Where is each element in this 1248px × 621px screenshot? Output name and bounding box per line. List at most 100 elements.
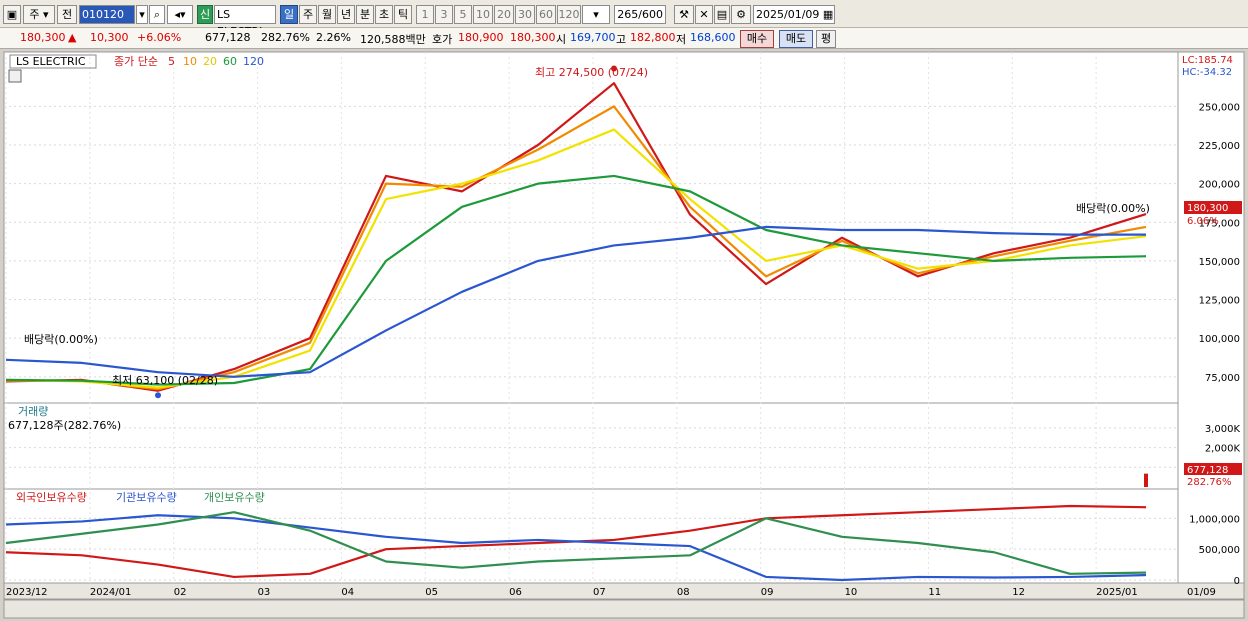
up-arrow: ▲ bbox=[68, 31, 77, 44]
min-20[interactable]: 20 bbox=[494, 5, 514, 24]
tab-year[interactable]: 년 bbox=[337, 5, 355, 24]
price-panel-bg bbox=[3, 51, 1179, 404]
search-icon[interactable]: ⌕ bbox=[149, 5, 165, 24]
hold-label-foreign: 외국인보유수량 bbox=[16, 491, 87, 504]
scrollbar[interactable] bbox=[3, 599, 1245, 619]
type-select[interactable]: 주 ▾ bbox=[23, 5, 55, 24]
speaker-icon[interactable]: ◂▾ bbox=[167, 5, 193, 24]
x-tick-label: 02 bbox=[174, 587, 187, 598]
hold-label-inst: 기관보유수량 bbox=[116, 491, 177, 504]
interval-select[interactable]: ▾ bbox=[582, 5, 610, 24]
min-30[interactable]: 30 bbox=[515, 5, 535, 24]
buy-button[interactable]: 매수 bbox=[740, 30, 774, 48]
volume-title: 거래량 bbox=[18, 405, 48, 418]
change-pct: +6.06% bbox=[137, 31, 182, 44]
code-text: 010120 bbox=[82, 8, 124, 21]
ma-60-label: 60 bbox=[223, 55, 237, 68]
min-10[interactable]: 10 bbox=[473, 5, 493, 24]
tab-day[interactable]: 일 bbox=[280, 5, 298, 24]
tab-minute[interactable]: 분 bbox=[356, 5, 374, 24]
volume-tick-label: 3,000K bbox=[1205, 424, 1241, 435]
credit-badge[interactable]: 신 bbox=[197, 5, 213, 24]
x-tick-label: 03 bbox=[258, 587, 271, 598]
volume-bars bbox=[1144, 473, 1148, 487]
min-5[interactable]: 5 bbox=[454, 5, 472, 24]
tab-tick[interactable]: 틱 bbox=[394, 5, 412, 24]
eval-button[interactable]: 평 bbox=[816, 30, 836, 48]
ma-20-label: 20 bbox=[203, 55, 217, 68]
min-60[interactable]: 60 bbox=[536, 5, 556, 24]
stock-chart[interactable]: 75,000 100,000 125,000 150,000 175,000 200,00… bbox=[0, 50, 1248, 621]
min-note: 최저 63,100 (02/28) bbox=[112, 374, 218, 387]
yaxis-bg bbox=[1177, 51, 1245, 584]
price-tick-label: 250,000 bbox=[1199, 102, 1240, 113]
grid bbox=[4, 52, 1178, 583]
ma-line-120 bbox=[5, 225, 1146, 378]
x-ticks: 2023/12 2024/01 02 03 04 05 06 07 08 09 10 11 12 2025… bbox=[6, 587, 1216, 598]
stock-name: LS ELECTRI bbox=[214, 5, 276, 38]
draw-icon[interactable]: ✕ bbox=[695, 5, 713, 24]
date-value: 2025/01/09 bbox=[756, 8, 820, 21]
ma-5-label: 5 bbox=[168, 55, 175, 68]
last-pct: 6.06% bbox=[1187, 216, 1219, 227]
x-tick-label: 2024/01 bbox=[90, 587, 132, 598]
count-input[interactable]: 265/600 bbox=[614, 5, 666, 24]
toolbar: ▣ 주 ▾ 전 010120 ▾ ⌕ ◂▾ 신 LS ELECTRI 일 주 월… bbox=[0, 0, 1248, 38]
min-120[interactable]: 120 bbox=[557, 5, 581, 24]
low-label: 저 bbox=[676, 33, 687, 46]
sell-button[interactable]: 매도 bbox=[779, 30, 813, 48]
holdings-tick-label: 1,000,000 bbox=[1189, 514, 1240, 525]
tab-week[interactable]: 주 bbox=[299, 5, 317, 24]
vol-ratio: 282.76% bbox=[261, 31, 310, 44]
div-note-right: 배당락(0.00%) bbox=[1076, 202, 1150, 215]
title-box bbox=[9, 54, 97, 69]
hold-label-indiv: 개인보유수량 bbox=[204, 491, 265, 504]
volume-last-tag bbox=[1184, 463, 1242, 475]
turnover: 2.26% bbox=[316, 31, 351, 44]
holdings-line-2 bbox=[5, 511, 1147, 575]
x-tick-label: 05 bbox=[425, 587, 438, 598]
tools-icon[interactable]: ⚒ bbox=[674, 5, 694, 24]
tab-month[interactable]: 월 bbox=[318, 5, 336, 24]
volume-bar-last bbox=[1144, 473, 1148, 487]
prev-button[interactable]: 전 bbox=[57, 5, 77, 24]
min-1[interactable]: 1 bbox=[416, 5, 434, 24]
chevron-down-icon[interactable]: ▾ bbox=[136, 5, 148, 24]
bid: 180,900 bbox=[458, 31, 504, 44]
min-point-marker bbox=[155, 392, 161, 399]
ma-line-60 bbox=[5, 174, 1147, 386]
panel-title: LS ELECTRIC bbox=[16, 55, 86, 68]
price-tick-label: 75,000 bbox=[1205, 373, 1240, 384]
last-price: 180,300 bbox=[1187, 203, 1228, 214]
volume-last-pct: 282.76% bbox=[1187, 477, 1232, 488]
code-input[interactable]: 010120 bbox=[79, 5, 135, 24]
save-icon[interactable]: ▤ bbox=[714, 5, 730, 24]
window-icon[interactable]: ▣ bbox=[3, 5, 21, 24]
max-point-marker bbox=[611, 65, 617, 72]
lc-value: LC:185.74 bbox=[1182, 55, 1233, 66]
volume: 677,128 bbox=[205, 31, 251, 44]
min-3[interactable]: 3 bbox=[435, 5, 453, 24]
ma-label: 종가 단순 bbox=[114, 55, 158, 68]
x-tick-label: 08 bbox=[677, 587, 690, 598]
date-input[interactable]: 2025/01/09 ▦ bbox=[753, 5, 835, 24]
x-tick-label: 01/09 bbox=[1187, 587, 1216, 598]
count-total: /600 bbox=[638, 8, 663, 21]
tab-second[interactable]: 초 bbox=[375, 5, 393, 24]
open: 169,700 bbox=[570, 31, 616, 44]
div-note-left: 배당락(0.00%) bbox=[24, 333, 98, 346]
table-icon[interactable] bbox=[8, 69, 22, 83]
x-tick-label: 04 bbox=[341, 587, 354, 598]
ma-lines bbox=[5, 65, 1147, 399]
xaxis-bg bbox=[3, 582, 1245, 600]
volume-tick-label: 2,000K bbox=[1205, 444, 1241, 455]
ma-10-label: 10 bbox=[183, 55, 197, 68]
holdings-line-1 bbox=[5, 514, 1147, 582]
price-tick-label: 225,000 bbox=[1199, 141, 1240, 152]
hc-value: HC:-34.32 bbox=[1182, 67, 1232, 78]
last-price-tag bbox=[1184, 201, 1242, 214]
high-label: 고 bbox=[616, 33, 627, 46]
gear-icon[interactable]: ⚙ bbox=[731, 5, 751, 24]
x-tick-label: 2025/01 bbox=[1096, 587, 1138, 598]
price-tick-label: 150,000 bbox=[1199, 257, 1240, 268]
